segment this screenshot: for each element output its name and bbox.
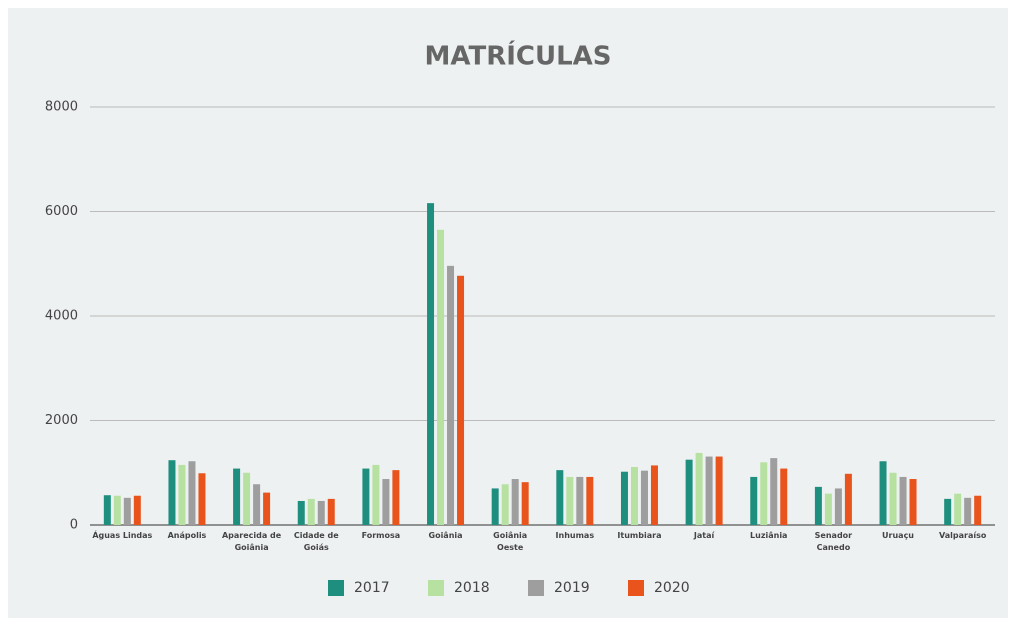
legend-swatch <box>328 580 344 596</box>
bar <box>640 470 648 525</box>
x-tick-label: Luziânia <box>750 531 788 540</box>
x-tick-label: Cidade de Goiás <box>293 531 339 552</box>
bar <box>521 482 529 525</box>
bar <box>780 468 788 525</box>
x-tick-label: Goiânia Oeste <box>493 531 528 552</box>
bar <box>188 461 196 525</box>
x-tick-label: Inhumas <box>555 531 595 540</box>
y-tick-label: 8000 <box>45 100 78 115</box>
bar <box>889 472 897 525</box>
legend-swatch <box>428 580 444 596</box>
x-tick-label: Formosa <box>361 531 401 540</box>
bar <box>491 488 499 525</box>
bar <box>178 464 186 525</box>
bar <box>899 476 907 525</box>
legend-label: 2019 <box>554 580 590 596</box>
bar <box>133 495 141 525</box>
bar <box>566 476 574 525</box>
bar <box>964 497 972 525</box>
bar <box>327 498 335 525</box>
bar <box>457 275 465 525</box>
bar <box>511 479 519 525</box>
bar <box>834 488 842 525</box>
bar <box>198 473 206 525</box>
bar <box>909 479 917 525</box>
bar <box>501 484 509 525</box>
bar <box>620 471 628 525</box>
bar <box>824 493 832 525</box>
bar <box>630 467 638 525</box>
bar <box>297 500 305 525</box>
bar <box>233 468 241 525</box>
bar <box>954 493 962 525</box>
bar <box>317 500 325 525</box>
bar <box>307 498 315 525</box>
legend-label: 2018 <box>454 580 490 596</box>
bar <box>362 468 370 525</box>
bar <box>382 479 390 525</box>
x-tick-label: Valparaíso <box>938 531 987 540</box>
bar <box>447 265 455 525</box>
y-tick-label: 4000 <box>45 309 78 324</box>
y-tick-label: 6000 <box>45 204 78 219</box>
bar <box>123 497 131 525</box>
bar <box>263 492 271 525</box>
bar <box>944 498 952 525</box>
bar <box>715 456 723 525</box>
bar <box>113 495 121 525</box>
bar <box>650 465 658 525</box>
legend-label: 2017 <box>354 580 390 596</box>
bar <box>760 462 768 525</box>
y-tick-label: 0 <box>70 518 78 533</box>
bar <box>879 461 887 525</box>
x-tick-label: Jataí <box>693 531 715 540</box>
chart-title: MATRÍCULAS <box>424 40 611 72</box>
x-tick-label: Goiânia <box>428 531 463 540</box>
bar <box>427 203 435 525</box>
legend-swatch <box>528 580 544 596</box>
y-tick-label: 2000 <box>45 413 78 428</box>
bar <box>253 484 261 525</box>
chart-panel: MATRÍCULAS 0 2000 4000 6000 8000 2017 2018 2019… <box>8 8 1008 618</box>
x-tick-label: Águas Lindas <box>92 531 153 540</box>
x-tick-label: Anápolis <box>167 531 207 540</box>
x-tick-label: Uruaçu <box>882 531 915 540</box>
bar <box>437 229 445 525</box>
bar <box>586 476 594 525</box>
bar <box>770 458 778 525</box>
bar <box>844 473 852 525</box>
chart: MATRÍCULAS 0 2000 4000 6000 8000 2017 2018 2019… <box>45 40 995 596</box>
bar <box>695 452 703 525</box>
bar <box>392 470 400 525</box>
bar <box>750 476 758 525</box>
bar <box>705 456 713 525</box>
legend-label: 2020 <box>654 580 690 596</box>
bar <box>974 495 982 525</box>
bar <box>556 470 564 525</box>
x-tick-label: Senador Canedo <box>814 531 853 552</box>
bar <box>372 464 380 525</box>
bar <box>685 459 693 525</box>
bar <box>243 472 251 525</box>
x-tick-label: Aparecida de Goiânia <box>221 531 282 552</box>
bar <box>814 486 822 525</box>
bar <box>168 460 176 525</box>
bar <box>103 495 111 525</box>
bar <box>576 476 584 525</box>
x-tick-label: Itumbiara <box>617 531 662 540</box>
legend-swatch <box>628 580 644 596</box>
